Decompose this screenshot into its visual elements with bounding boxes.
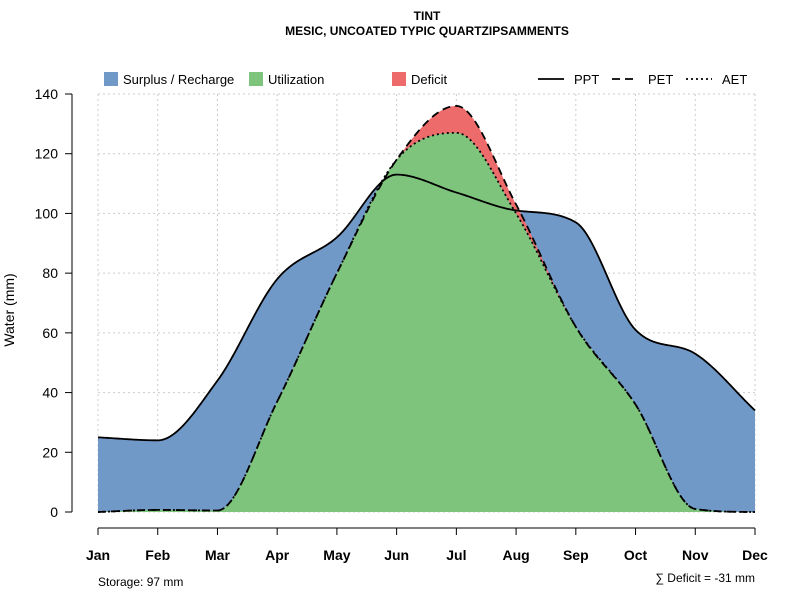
y-tick-label: 120 xyxy=(35,146,59,162)
legend-label: Deficit xyxy=(411,72,448,87)
legend-swatch xyxy=(392,72,406,86)
x-tick-label: Apr xyxy=(265,547,290,563)
legend-swatch xyxy=(104,72,118,86)
y-axis-label: Water (mm) xyxy=(1,273,17,346)
x-tick-label: Aug xyxy=(502,547,529,563)
x-tick-label: Feb xyxy=(145,547,170,563)
legend-label: Utilization xyxy=(268,72,324,87)
x-tick-label: Jul xyxy=(446,547,466,563)
legend: Surplus / Recharge Utilization Deficit PPT P… xyxy=(104,72,747,87)
series-lines xyxy=(97,105,756,513)
x-tick-label: Oct xyxy=(624,547,648,563)
series-line-pet xyxy=(97,105,756,513)
x-tick-label: Mar xyxy=(205,547,230,563)
legend-label: Surplus / Recharge xyxy=(123,72,234,87)
utilization-area xyxy=(98,132,755,512)
chart-subtitle: MESIC, UNCOATED TYPIC QUARTZIPSAMMENTS xyxy=(285,24,569,38)
legend-label: AET xyxy=(722,72,747,87)
x-tick-label: Dec xyxy=(742,547,768,563)
y-tick-label: 100 xyxy=(35,205,59,221)
x-tick-label: Jan xyxy=(86,547,110,563)
y-tick-label: 0 xyxy=(50,504,58,520)
deficit-annotation: ∑ Deficit = -31 mm xyxy=(655,571,755,585)
x-tick-label: May xyxy=(323,547,350,563)
x-tick-label: Sep xyxy=(563,547,589,563)
y-tick-label: 40 xyxy=(42,385,58,401)
area-layers xyxy=(98,105,755,512)
storage-annotation: Storage: 97 mm xyxy=(98,575,183,589)
legend-label: PPT xyxy=(574,72,599,87)
series-line-ppt xyxy=(97,173,756,442)
legend-swatch xyxy=(249,72,263,86)
axes: 0 20 40 60 80 100 120 140 Jan Feb Mar Apr May Jun Jul A… xyxy=(35,86,768,563)
y-tick-label: 20 xyxy=(42,444,58,460)
chart-title: TINT xyxy=(414,9,441,23)
x-tick-label: Nov xyxy=(682,547,709,563)
legend-label: PET xyxy=(648,72,673,87)
x-tick-label: Jun xyxy=(384,547,409,563)
y-tick-label: 80 xyxy=(42,265,58,281)
y-tick-label: 140 xyxy=(35,86,59,102)
y-tick-label: 60 xyxy=(42,325,58,341)
